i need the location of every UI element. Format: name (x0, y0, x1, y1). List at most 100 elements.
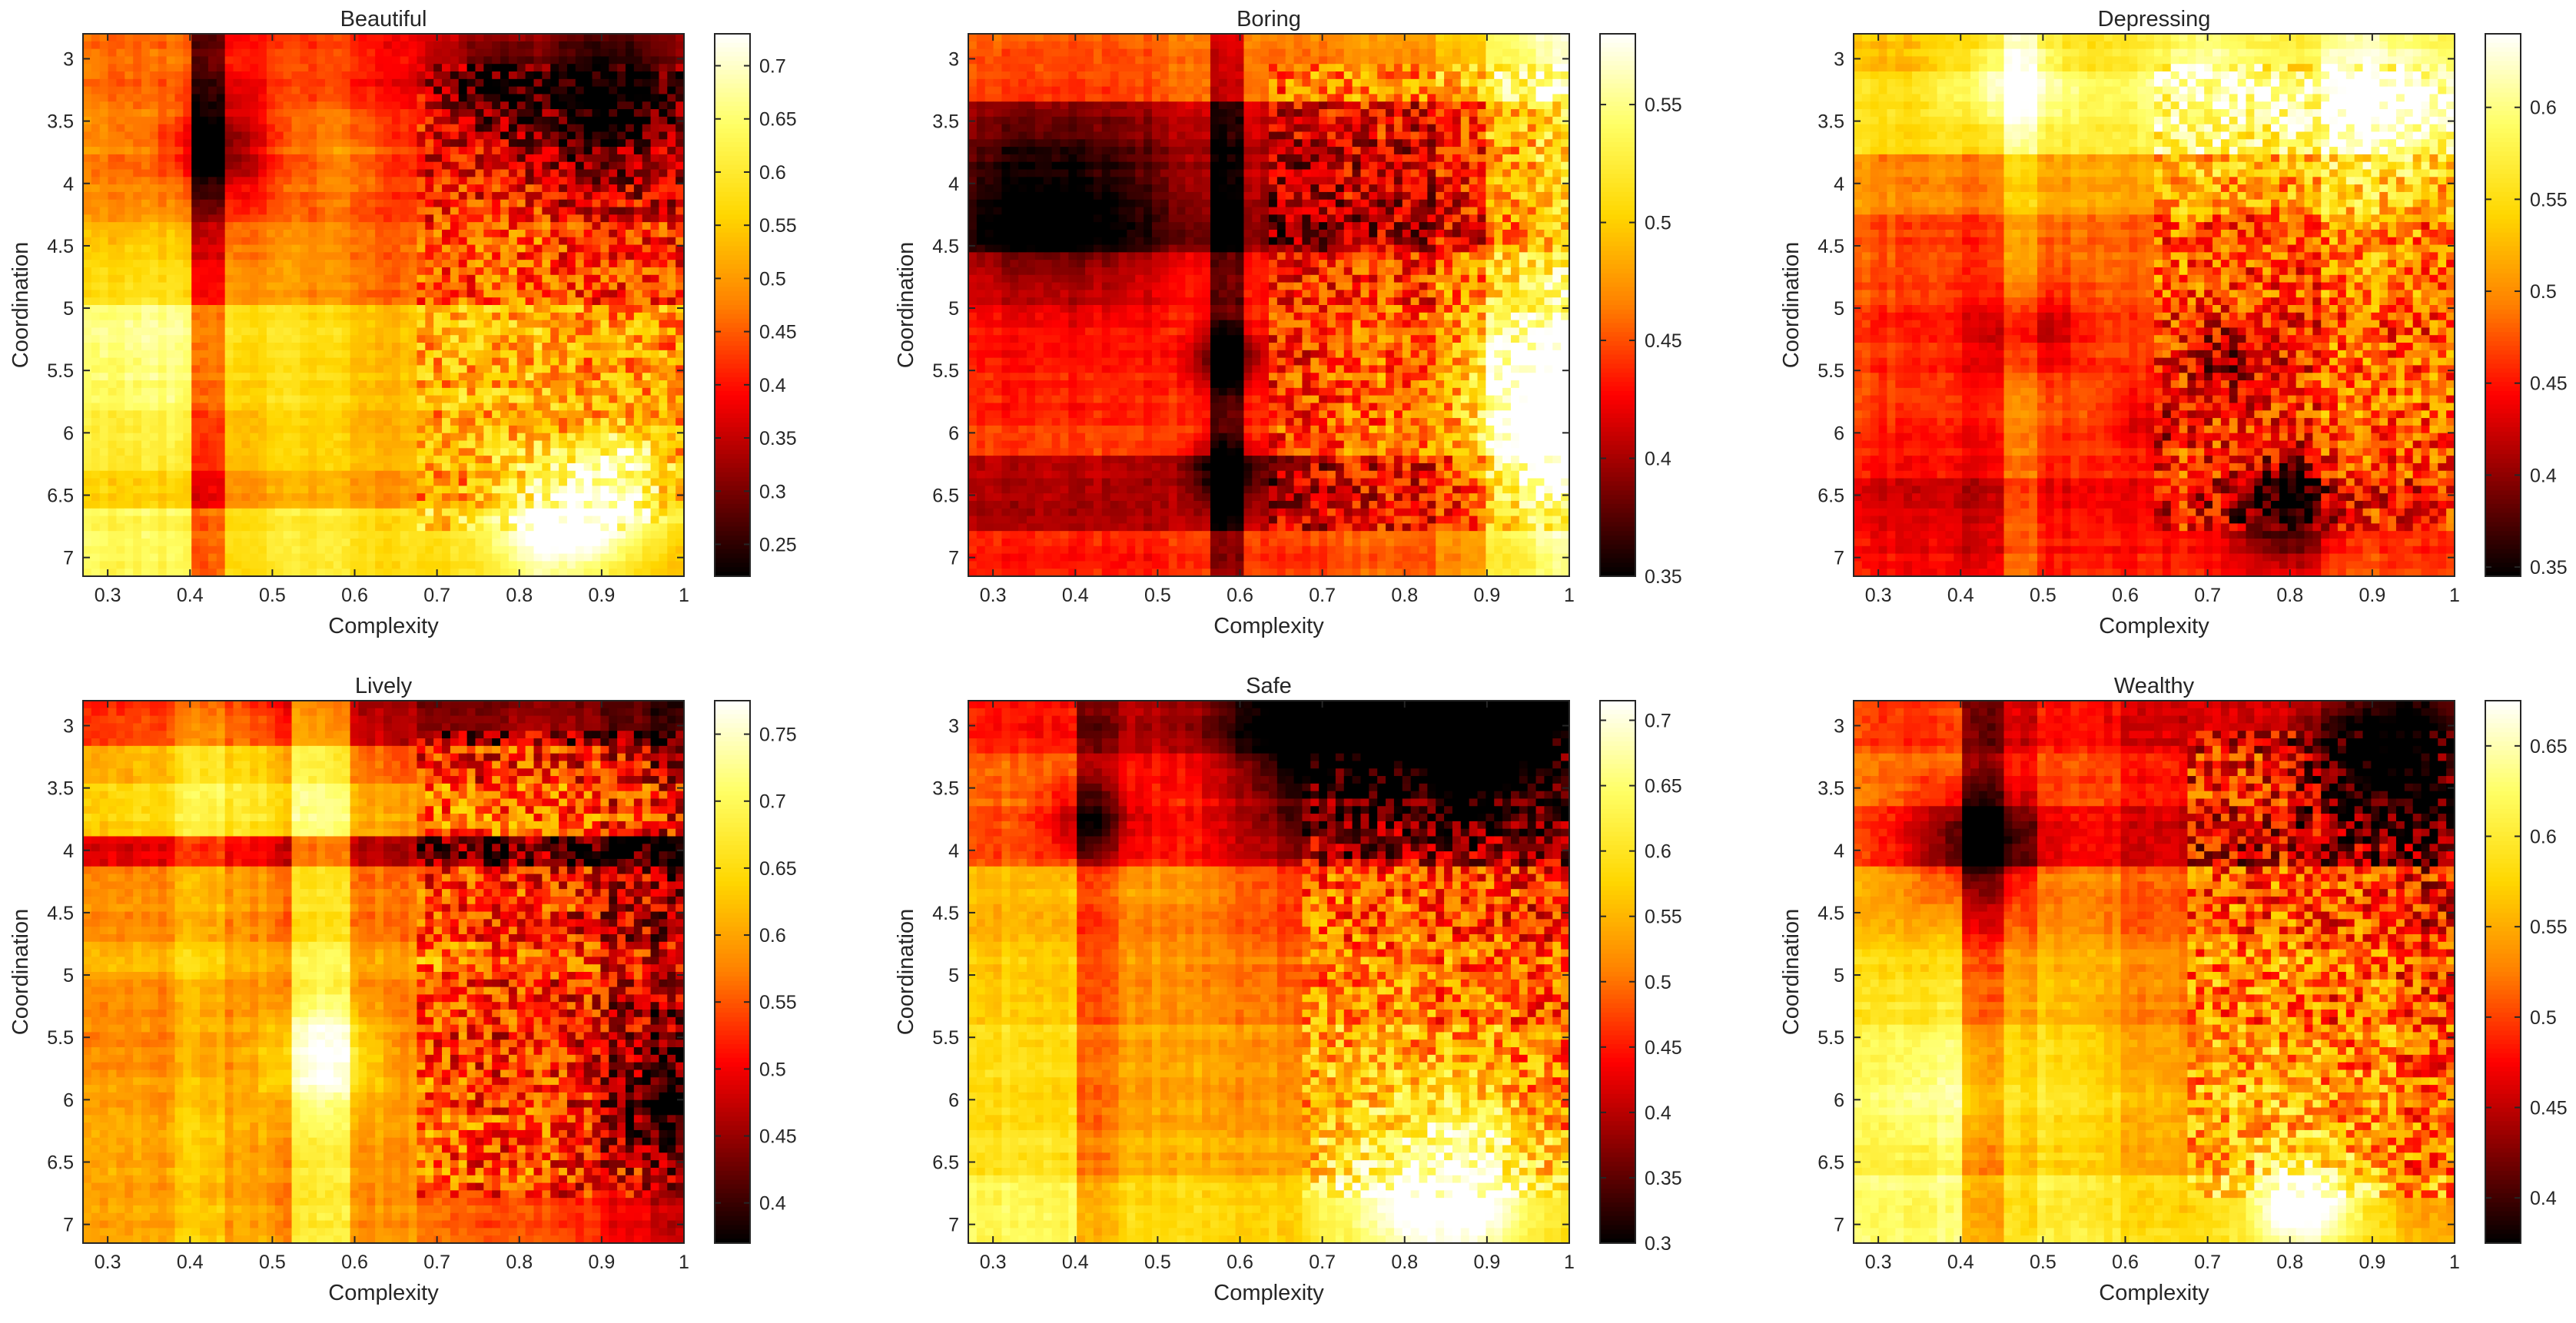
heatmap-cell (350, 177, 359, 184)
heatmap-cell (651, 177, 659, 184)
heatmap-cell (593, 177, 601, 184)
heatmap-cell (275, 184, 284, 192)
heatmap-cell (425, 154, 433, 162)
heatmap-cell (150, 131, 158, 139)
heatmap-cell (634, 94, 642, 101)
heatmap-cell (258, 94, 267, 101)
heatmap-cell (292, 101, 300, 109)
heatmap-cell (584, 79, 593, 87)
heatmap-cell (183, 41, 191, 49)
heatmap-cell (350, 131, 359, 139)
heatmap-cell (642, 154, 651, 162)
heatmap-cell (609, 64, 617, 71)
heatmap-cell (350, 94, 359, 101)
heatmap-cell (375, 124, 383, 132)
heatmap-cell (217, 124, 225, 132)
heatmap-cell (392, 49, 400, 57)
heatmap-cell (191, 117, 200, 124)
heatmap-cell (392, 139, 400, 147)
heatmap-cell (317, 162, 325, 170)
heatmap-cell (108, 41, 117, 49)
heatmap-cell (409, 79, 417, 87)
heatmap-cell (467, 49, 476, 57)
heatmap-cell (325, 131, 334, 139)
heatmap-cell (91, 34, 100, 41)
heatmap-cell (250, 124, 258, 132)
heatmap-cell (150, 34, 158, 41)
heatmap-cell (576, 139, 584, 147)
heatmap-cell (124, 154, 133, 162)
heatmap-cell (284, 41, 292, 49)
heatmap-cell (659, 64, 667, 71)
heatmap-cell (383, 162, 392, 170)
heatmap-cell (325, 124, 334, 132)
heatmap-cell (133, 154, 141, 162)
heatmap-cell (450, 94, 459, 101)
heatmap-cell (241, 101, 250, 109)
heatmap-cell (116, 64, 124, 71)
heatmap-cell (200, 184, 208, 192)
heatmap-cell (133, 177, 141, 184)
heatmap-cell (100, 177, 108, 184)
heatmap-cell (659, 87, 667, 94)
heatmap-cell (517, 139, 526, 147)
heatmap-cell (567, 124, 576, 132)
heatmap-cell (308, 109, 317, 117)
heatmap-cell (141, 64, 150, 71)
heatmap-cell (459, 56, 467, 64)
heatmap-cell (450, 177, 459, 184)
heatmap-cell (108, 71, 117, 79)
heatmap-cell (584, 139, 593, 147)
heatmap-cell (100, 109, 108, 117)
heatmap-cell (225, 184, 234, 192)
heatmap-cell (358, 94, 367, 101)
heatmap-cell (267, 117, 275, 124)
heatmap-cell (234, 41, 242, 49)
heatmap-cell (567, 162, 576, 170)
heatmap-cell (550, 109, 559, 117)
heatmap-cell (258, 124, 267, 132)
heatmap-cell (593, 71, 601, 79)
heatmap-cell (124, 87, 133, 94)
heatmap-cell (342, 101, 350, 109)
heatmap-cell (275, 124, 284, 132)
heatmap-cell (100, 131, 108, 139)
heatmap-cell (559, 124, 567, 132)
heatmap-cell (241, 49, 250, 57)
heatmap-cell (676, 154, 684, 162)
heatmap-cell (174, 139, 183, 147)
heatmap-cell (350, 56, 359, 64)
heatmap-cell (600, 71, 609, 79)
heatmap-cell (433, 49, 442, 57)
heatmap-cell (609, 177, 617, 184)
heatmap-cell (208, 101, 217, 109)
heatmap-cell (651, 131, 659, 139)
heatmap-cell (174, 162, 183, 170)
heatmap-cell (358, 139, 367, 147)
heatmap-cell (275, 109, 284, 117)
heatmap-cell (200, 87, 208, 94)
heatmap-cell (358, 162, 367, 170)
heatmap-cell (617, 64, 626, 71)
heatmap-cell (642, 94, 651, 101)
heatmap-cell (183, 154, 191, 162)
heatmap-cell (659, 94, 667, 101)
heatmap-cell (108, 177, 117, 184)
heatmap-cell (542, 170, 550, 177)
heatmap-cell (459, 139, 467, 147)
heatmap-cell (442, 154, 450, 162)
heatmap-cell (383, 147, 392, 154)
heatmap-cell (183, 71, 191, 79)
heatmap-cell (325, 147, 334, 154)
heatmap-cell (392, 87, 400, 94)
heatmap-cell (433, 139, 442, 147)
heatmap-cell (158, 41, 167, 49)
heatmap-cell (124, 147, 133, 154)
heatmap-cell (567, 79, 576, 87)
heatmap-cell (116, 139, 124, 147)
heatmap-cell (83, 101, 91, 109)
heatmap-cell (83, 64, 91, 71)
heatmap-cell (534, 109, 543, 117)
heatmap-cell (100, 101, 108, 109)
heatmap-cell (375, 71, 383, 79)
